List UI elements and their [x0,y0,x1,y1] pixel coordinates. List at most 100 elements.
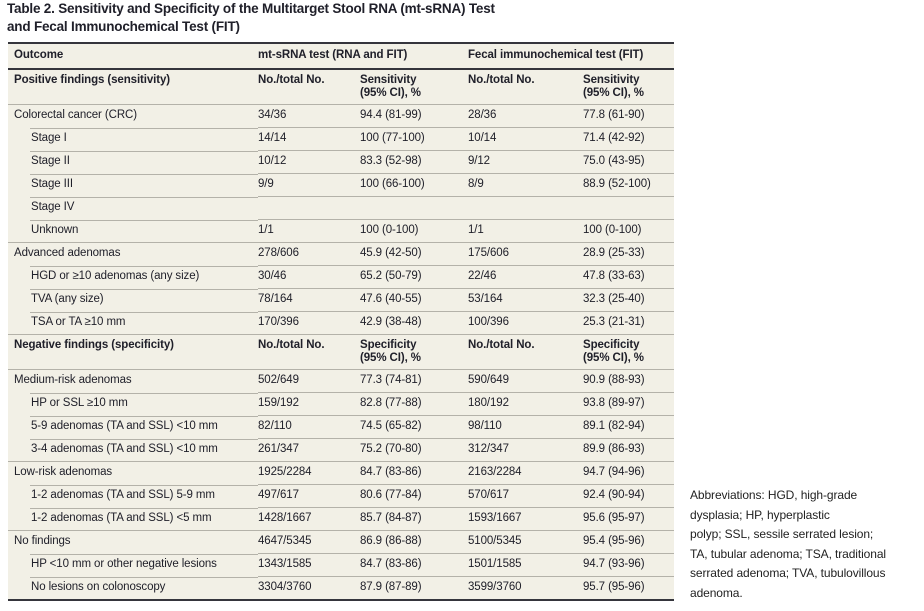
row-label: No findings [8,530,258,554]
abbreviations-footnote: Abbreviations: HGD, high-grade dysplasia… [690,488,886,600]
data-cell: 84.7 (83-86) [360,461,468,485]
data-cell: 90.9 (88-93) [583,369,675,393]
data-cell: 87.9 (87-89) [360,576,468,601]
section-header-cell: Specificity (95% CI), % [583,334,675,370]
data-cell: 10/12 [258,150,360,174]
section-header-row: Positive findings (sensitivity) No./total… [8,68,675,105]
data-cell: 261/347 [258,438,360,462]
table-row: Advanced adenomas 278/606 45.9 (42-50) 175/… [8,242,675,266]
data-cell: 3599/3760 [468,576,583,601]
table-row: Stage II 10/12 83.3 (52-98) 9/12 75.0 (43-95… [8,150,675,174]
data-cell: 1428/1667 [258,507,360,531]
row-label: No lesions on colonoscopy [8,576,258,601]
data-cell: 53/164 [468,288,583,312]
data-cell: 86.9 (86-88) [360,530,468,554]
data-cell: 85.7 (84-87) [360,507,468,531]
table-row: No findings 4647/5345 86.9 (86-88) 5100/534… [8,530,675,554]
data-cell: 78/164 [258,288,360,312]
row-label: Stage III [8,173,258,197]
data-cell: 9/9 [258,173,360,197]
table-row: 3-4 adenomas (TA and SSL) <10 mm 261/347 7… [8,438,675,462]
column-header-fit-test: Fecal immunochemical test (FIT) [468,42,675,70]
data-cell: 100 (0-100) [583,219,675,243]
column-header-outcome: Outcome [8,42,258,70]
data-cell: 100 (77-100) [360,127,468,151]
data-cell: 95.7 (95-96) [583,576,675,601]
section-header-cell: No./total No. [468,68,583,105]
table-group-header-row: Outcome mt-sRNA test (RNA and FIT) Fecal… [8,42,675,70]
data-cell: 77.3 (74-81) [360,369,468,393]
data-cell: 100 (66-100) [360,173,468,197]
data-cell: 1/1 [258,219,360,243]
data-cell: 170/396 [258,311,360,335]
data-cell: 47.8 (33-63) [583,265,675,289]
table-row: Stage IV [8,196,675,220]
row-label: Colorectal cancer (CRC) [8,104,258,128]
data-cell: 2163/2284 [468,461,583,485]
data-cell: 75.2 (70-80) [360,438,468,462]
data-cell: 3304/3760 [258,576,360,601]
data-cell: 8/9 [468,173,583,197]
data-cell: 1925/2284 [258,461,360,485]
data-cell: 9/12 [468,150,583,174]
data-cell: 83.3 (52-98) [360,150,468,174]
row-label: Low-risk adenomas [8,461,258,485]
table-row: Colorectal cancer (CRC) 34/36 94.4 (81-99)… [8,104,675,128]
data-cell: 1501/1585 [468,553,583,577]
row-label: TVA (any size) [8,288,258,312]
data-cell [360,196,468,220]
data-cell [583,196,675,220]
data-cell: 82.8 (77-88) [360,392,468,416]
data-cell: 71.4 (42-92) [583,127,675,151]
row-label: HP or SSL ≥10 mm [8,392,258,416]
data-cell: 100/396 [468,311,583,335]
data-cell [468,196,583,220]
row-label: 3-4 adenomas (TA and SSL) <10 mm [8,438,258,462]
table-row: TSA or TA ≥10 mm 170/396 42.9 (38-48) 100/3… [8,311,675,335]
data-cell: 28.9 (25-33) [583,242,675,266]
table-row: 1-2 adenomas (TA and SSL) 5-9 mm 497/617 8… [8,484,675,508]
data-cell: 4647/5345 [258,530,360,554]
row-label: HGD or ≥10 adenomas (any size) [8,265,258,289]
data-cell: 590/649 [468,369,583,393]
data-cell: 502/649 [258,369,360,393]
row-label: Advanced adenomas [8,242,258,266]
data-cell: 14/14 [258,127,360,151]
data-cell: 312/347 [468,438,583,462]
data-cell: 94.4 (81-99) [360,104,468,128]
table-row: 5-9 adenomas (TA and SSL) <10 mm 82/110 74… [8,415,675,439]
data-cell: 1/1 [468,219,583,243]
data-cell: 180/192 [468,392,583,416]
data-cell: 98/110 [468,415,583,439]
data-cell: 74.5 (65-82) [360,415,468,439]
data-cell: 45.9 (42-50) [360,242,468,266]
data-cell: 100 (0-100) [360,219,468,243]
table-row: 1-2 adenomas (TA and SSL) <5 mm 1428/1667… [8,507,675,531]
data-cell: 92.4 (90-94) [583,484,675,508]
row-label: 1-2 adenomas (TA and SSL) 5-9 mm [8,484,258,508]
data-cell: 32.3 (25-40) [583,288,675,312]
table-body: Positive findings (sensitivity) No./total… [8,68,675,601]
section-header-cell: No./total No. [258,334,360,370]
data-cell: 30/46 [258,265,360,289]
data-cell: 93.8 (89-97) [583,392,675,416]
row-label: Stage II [8,150,258,174]
data-cell: 570/617 [468,484,583,508]
section-header-cell: No./total No. [258,68,360,105]
data-cell: 25.3 (21-31) [583,311,675,335]
section-header-cell: Specificity (95% CI), % [360,334,468,370]
table-row: Stage I 14/14 100 (77-100) 10/14 71.4 (42-92… [8,127,675,151]
data-cell: 95.4 (95-96) [583,530,675,554]
data-cell: 5100/5345 [468,530,583,554]
data-cell: 34/36 [258,104,360,128]
data-cell: 89.9 (86-93) [583,438,675,462]
data-cell: 22/46 [468,265,583,289]
data-cell: 159/192 [258,392,360,416]
table-row: HGD or ≥10 adenomas (any size) 30/46 65.2 … [8,265,675,289]
table-row: Stage III 9/9 100 (66-100) 8/9 88.9 (52-100) [8,173,675,197]
column-header-mt-srna-test: mt-sRNA test (RNA and FIT) [258,42,468,70]
data-cell: 77.8 (61-90) [583,104,675,128]
row-label: Stage I [8,127,258,151]
data-cell: 88.9 (52-100) [583,173,675,197]
